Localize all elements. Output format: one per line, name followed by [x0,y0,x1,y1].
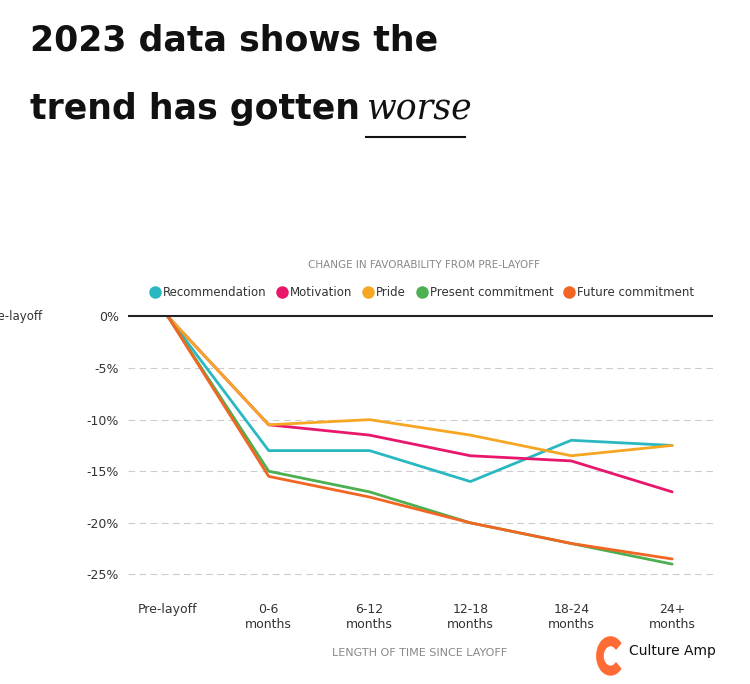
Legend: Recommendation, Motivation, Pride, Present commitment, Future commitment: Recommendation, Motivation, Pride, Prese… [148,282,699,304]
Text: Culture Amp: Culture Amp [629,644,716,658]
Text: CHANGE IN FAVORABILITY FROM PRE-LAYOFF: CHANGE IN FAVORABILITY FROM PRE-LAYOFF [308,260,540,270]
Text: trend has gotten: trend has gotten [30,92,372,127]
Text: Pre-layoff: Pre-layoff [0,310,43,323]
Text: 2023 data shows the: 2023 data shows the [30,24,438,58]
Text: worse: worse [366,92,472,127]
Wedge shape [597,637,621,675]
X-axis label: LENGTH OF TIME SINCE LAYOFF: LENGTH OF TIME SINCE LAYOFF [332,648,508,658]
